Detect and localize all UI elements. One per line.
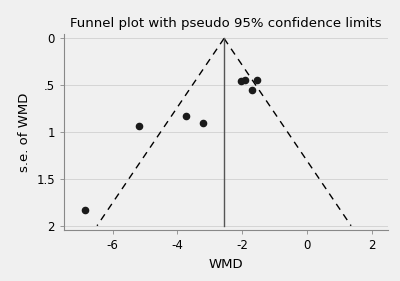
Y-axis label: s.e. of WMD: s.e. of WMD xyxy=(18,92,31,172)
Point xyxy=(254,77,260,82)
Title: Funnel plot with pseudo 95% confidence limits: Funnel plot with pseudo 95% confidence l… xyxy=(70,17,382,30)
Point xyxy=(249,88,255,92)
Point xyxy=(237,78,244,83)
Point xyxy=(82,208,88,212)
Point xyxy=(242,77,249,82)
Point xyxy=(135,123,142,128)
X-axis label: WMD: WMD xyxy=(209,258,243,271)
Point xyxy=(200,121,206,125)
Point xyxy=(182,114,189,118)
